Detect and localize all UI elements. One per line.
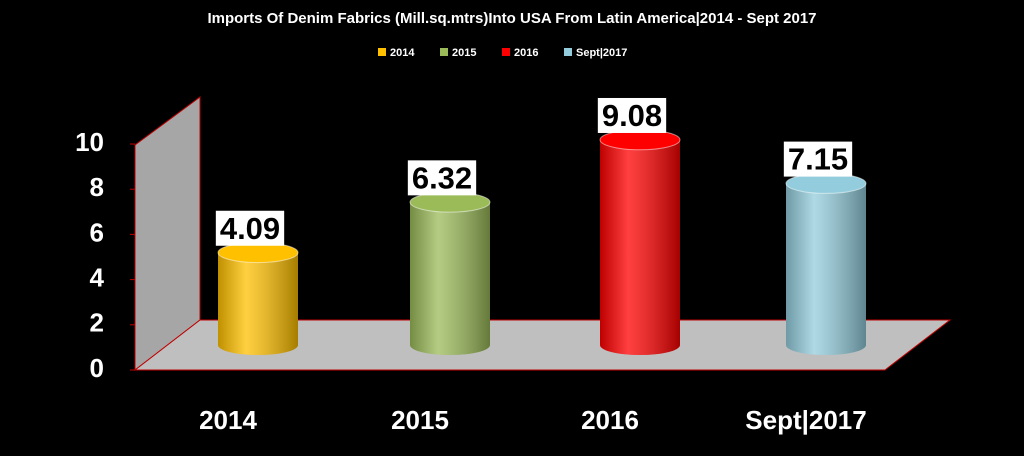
legend-label: 2014 [390, 47, 415, 59]
y-tick-label: 2 [90, 308, 104, 338]
x-tick-label: 2015 [391, 405, 449, 435]
y-tick-label: 4 [90, 262, 105, 292]
bar-shade [218, 252, 298, 355]
x-tick-label: Sept|2017 [745, 405, 866, 435]
value-label-box [407, 160, 477, 196]
chart-title: Imports Of Denim Fabrics (Mill.sq.mtrs)I… [207, 10, 816, 27]
value-label-box [783, 141, 853, 177]
bar-shade [600, 139, 680, 355]
y-tick-label: 0 [90, 353, 104, 383]
bar-shade [786, 183, 866, 355]
y-tick-label: 8 [90, 172, 104, 202]
value-label-box [215, 210, 285, 246]
legend-swatch [440, 48, 448, 56]
y-tick-label: 10 [75, 127, 104, 157]
x-tick-label: 2014 [199, 405, 257, 435]
value-label-box [597, 97, 667, 133]
legend-swatch [564, 48, 572, 56]
legend-swatch [378, 48, 386, 56]
y-tick-label: 6 [90, 217, 104, 247]
value-label: 9.08 [602, 98, 662, 133]
legend-swatch [502, 48, 510, 56]
legend-label: 2015 [452, 47, 476, 59]
value-label: 7.15 [788, 142, 848, 177]
value-label: 4.09 [220, 211, 280, 246]
bar-shade [410, 202, 490, 355]
legend-label: 2016 [514, 47, 538, 59]
floor [133, 319, 952, 371]
x-tick-label: 2016 [581, 405, 639, 435]
legend-label: Sept|2017 [576, 47, 627, 59]
value-label: 6.32 [412, 160, 472, 195]
